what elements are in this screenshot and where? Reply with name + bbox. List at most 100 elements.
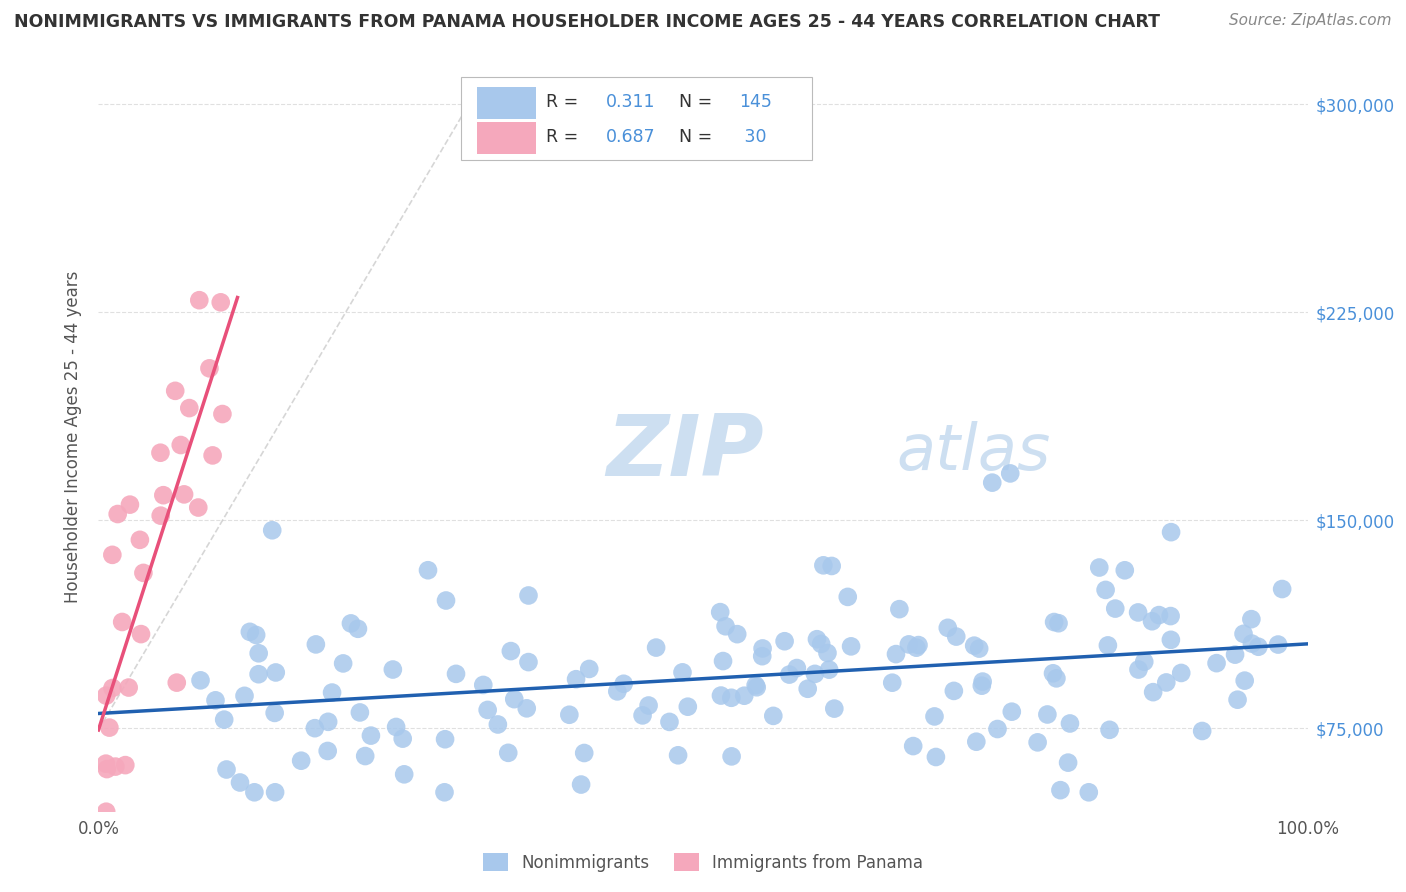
Point — [905, 640, 928, 655]
Point — [1114, 563, 1136, 577]
Point — [98, 721, 121, 735]
Point — [149, 508, 172, 523]
Text: 0.687: 0.687 — [606, 128, 655, 146]
Point — [884, 647, 907, 661]
Point — [354, 749, 377, 764]
Point — [166, 675, 188, 690]
Point — [1170, 665, 1192, 680]
Point — [128, 533, 150, 547]
Point — [1142, 685, 1164, 699]
Point — [1160, 632, 1182, 647]
Point — [1001, 705, 1024, 719]
Point — [96, 805, 118, 819]
Point — [733, 689, 755, 703]
Point — [385, 720, 408, 734]
Text: NONIMMIGRANTS VS IMMIGRANTS FROM PANAMA HOUSEHOLDER INCOME AGES 25 - 44 YEARS CO: NONIMMIGRANTS VS IMMIGRANTS FROM PANAMA … — [14, 13, 1160, 31]
Point — [631, 708, 654, 723]
Point — [972, 674, 994, 689]
Point — [1043, 615, 1066, 629]
Point — [149, 446, 172, 460]
Point — [111, 615, 134, 629]
Point — [671, 665, 693, 680]
Point — [391, 731, 413, 746]
Point — [233, 689, 256, 703]
Point — [243, 785, 266, 799]
Point — [813, 558, 835, 573]
Point — [1233, 673, 1256, 688]
Point — [1098, 723, 1121, 737]
Point — [434, 732, 457, 747]
Point — [1156, 675, 1178, 690]
Point — [637, 698, 659, 713]
Point — [889, 602, 911, 616]
Point — [1059, 716, 1081, 731]
Point — [613, 677, 636, 691]
Point — [578, 662, 600, 676]
Point — [434, 593, 457, 607]
Point — [967, 641, 990, 656]
Point — [574, 746, 596, 760]
Point — [1232, 627, 1254, 641]
Y-axis label: Householder Income Ages 25 - 44 years: Householder Income Ages 25 - 44 years — [65, 271, 83, 603]
Point — [198, 361, 221, 376]
Point — [1128, 663, 1150, 677]
Point — [304, 721, 326, 735]
Point — [347, 622, 370, 636]
Point — [262, 523, 284, 537]
Point — [751, 641, 773, 656]
Point — [786, 661, 808, 675]
Point — [936, 621, 959, 635]
Point — [360, 729, 382, 743]
Point — [1104, 601, 1126, 615]
Point — [818, 663, 841, 677]
Point — [1247, 640, 1270, 654]
Point — [472, 678, 495, 692]
Point — [129, 627, 152, 641]
Point — [963, 639, 986, 653]
Text: 145: 145 — [740, 93, 772, 112]
Point — [204, 693, 226, 707]
Point — [392, 767, 415, 781]
Point — [751, 649, 773, 664]
Point — [1077, 785, 1099, 799]
Point — [118, 498, 141, 512]
Point — [229, 775, 252, 789]
Point — [658, 714, 681, 729]
Point — [444, 666, 467, 681]
Point — [714, 619, 737, 633]
Point — [1160, 609, 1182, 624]
Point — [190, 673, 212, 688]
Text: R =: R = — [546, 93, 583, 112]
Point — [316, 744, 339, 758]
Point — [263, 706, 285, 720]
Point — [173, 487, 195, 501]
Text: N =: N = — [679, 93, 717, 112]
Point — [666, 748, 689, 763]
Text: Source: ZipAtlas.com: Source: ZipAtlas.com — [1229, 13, 1392, 29]
Point — [188, 293, 211, 308]
Point — [486, 717, 509, 731]
Point — [1036, 707, 1059, 722]
Point — [965, 735, 987, 749]
Point — [381, 663, 404, 677]
Point — [215, 763, 238, 777]
Point — [517, 655, 540, 669]
Point — [817, 646, 839, 660]
Point — [897, 637, 920, 651]
Text: 30: 30 — [740, 128, 766, 146]
Point — [1057, 756, 1080, 770]
Point — [179, 401, 201, 416]
Point — [496, 746, 519, 760]
Point — [101, 681, 124, 695]
Point — [1026, 735, 1049, 749]
Point — [925, 750, 948, 764]
Point — [1126, 606, 1149, 620]
FancyBboxPatch shape — [477, 87, 536, 119]
Point — [1223, 648, 1246, 662]
Point — [1205, 656, 1227, 670]
Point — [1049, 783, 1071, 797]
Point — [720, 690, 742, 705]
Point — [104, 759, 127, 773]
Point — [1047, 616, 1070, 631]
Point — [170, 438, 193, 452]
